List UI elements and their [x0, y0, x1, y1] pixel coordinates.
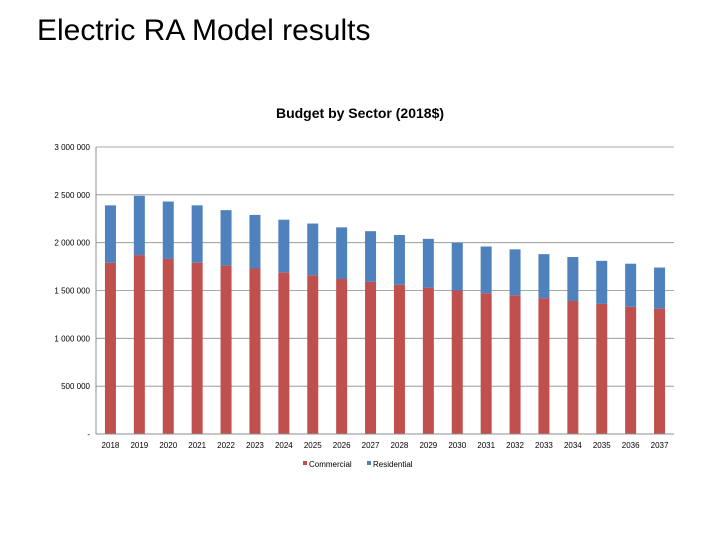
bar-commercial-2035 — [596, 303, 608, 434]
x-tick-label: 2020 — [159, 441, 177, 450]
bar-commercial-2021 — [191, 262, 203, 434]
x-tick-label: 2037 — [651, 441, 669, 450]
bar-commercial-2018 — [104, 262, 116, 434]
bar-residential-2025 — [307, 223, 319, 276]
legend-swatch-commercial — [303, 461, 307, 465]
bar-residential-2023 — [249, 214, 261, 269]
bar-commercial-2036 — [625, 306, 637, 434]
axes — [95, 147, 674, 435]
bar-residential-2027 — [365, 231, 377, 282]
x-tick-label: 2024 — [275, 441, 293, 450]
bar-commercial-2020 — [162, 258, 174, 434]
bar-commercial-2033 — [538, 298, 550, 434]
bar-commercial-2019 — [133, 255, 145, 434]
bar-residential-2024 — [278, 219, 290, 273]
bar-residential-2037 — [654, 267, 666, 309]
y-tick-label: 2 000 000 — [54, 239, 90, 248]
bars — [104, 195, 666, 434]
bar-residential-2019 — [133, 195, 145, 256]
y-tick-label: 1 000 000 — [54, 334, 90, 343]
x-tick-label: 2026 — [333, 441, 351, 450]
y-tick-label: 3 000 000 — [54, 143, 90, 152]
x-tick-label: 2031 — [477, 441, 495, 450]
bar-residential-2031 — [480, 246, 492, 294]
bar-residential-2022 — [220, 210, 232, 266]
legend-label-residential: Residential — [373, 460, 413, 469]
x-tick-label: 2029 — [419, 441, 437, 450]
bar-commercial-2029 — [422, 287, 434, 434]
bar-residential-2030 — [451, 242, 463, 291]
y-tick-label: 2 500 000 — [54, 191, 90, 200]
x-tick-label: 2034 — [564, 441, 582, 450]
bar-commercial-2028 — [393, 284, 405, 434]
bar-commercial-2027 — [365, 281, 377, 434]
bar-commercial-2037 — [654, 308, 666, 434]
x-tick-label: 2019 — [130, 441, 148, 450]
y-tick-label: 1 500 000 — [54, 287, 90, 296]
y-tick-labels: - 500 000 1 000 000 1 500 000 2 000 000 2 500… — [54, 143, 90, 439]
bar-commercial-2024 — [278, 272, 290, 434]
x-tick-label: 2025 — [304, 441, 322, 450]
bar-commercial-2034 — [567, 301, 579, 434]
bar-residential-2018 — [104, 205, 116, 263]
y-tick-label: 500 000 — [61, 382, 90, 391]
bar-residential-2033 — [538, 254, 550, 299]
chart-title: Budget by Sector (2018$) — [275, 105, 445, 121]
x-tick-label: 2022 — [217, 441, 235, 450]
x-tick-label: 2033 — [535, 441, 553, 450]
bar-residential-2021 — [191, 205, 203, 263]
x-tick-label: 2021 — [188, 441, 206, 450]
bar-residential-2028 — [393, 235, 405, 285]
y-tick-label: - — [87, 430, 90, 439]
bar-commercial-2031 — [480, 293, 492, 434]
bar-residential-2032 — [509, 249, 521, 296]
x-tick-labels: 2018 2019 2020 2021 2022 2023 2024 2025 2026 2027… — [102, 441, 669, 450]
legend-swatch-residential — [367, 461, 371, 465]
bar-residential-2026 — [336, 227, 348, 280]
legend: Commercial Residential — [303, 460, 413, 469]
bar-commercial-2026 — [336, 279, 348, 434]
gridlines — [96, 146, 674, 387]
bar-residential-2034 — [567, 257, 579, 302]
bar-commercial-2030 — [451, 290, 463, 434]
x-tick-label: 2018 — [102, 441, 120, 450]
legend-label-commercial: Commercial — [309, 460, 352, 469]
bar-commercial-2025 — [307, 275, 319, 434]
bar-residential-2029 — [422, 238, 434, 288]
x-tick-label: 2027 — [362, 441, 380, 450]
bar-residential-2020 — [162, 201, 174, 259]
x-tick-label: 2028 — [391, 441, 409, 450]
bar-commercial-2023 — [249, 268, 261, 434]
x-tick-label: 2032 — [506, 441, 524, 450]
bar-residential-2035 — [596, 260, 608, 304]
bar-commercial-2022 — [220, 265, 232, 434]
bar-commercial-2032 — [509, 295, 521, 434]
x-tick-label: 2023 — [246, 441, 264, 450]
x-tick-label: 2030 — [448, 441, 466, 450]
bar-residential-2036 — [625, 263, 637, 307]
slide-title: Electric RA Model results — [37, 14, 371, 47]
x-tick-label: 2035 — [593, 441, 611, 450]
x-tick-label: 2036 — [622, 441, 640, 450]
